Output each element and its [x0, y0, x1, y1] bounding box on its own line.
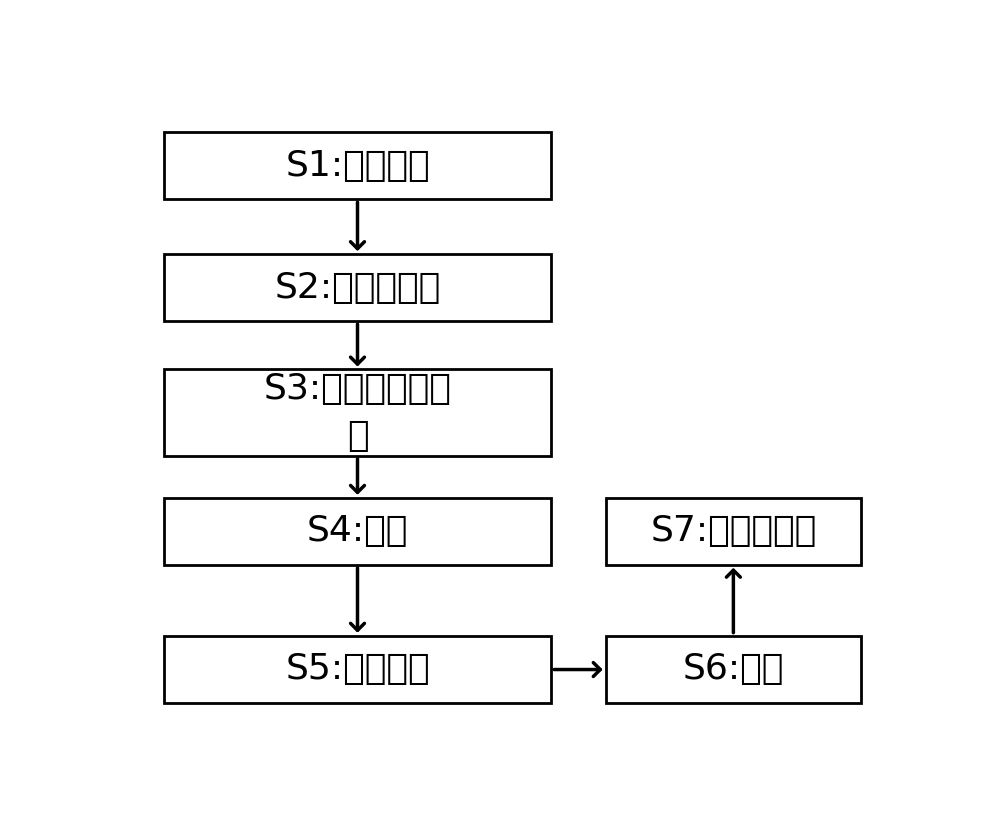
Text: S2:乳化煤焦油: S2:乳化煤焦油 — [274, 271, 441, 305]
Bar — [606, 497, 861, 565]
Bar — [164, 497, 551, 565]
Bar — [606, 636, 861, 703]
Text: S7:碳化及活化: S7:碳化及活化 — [650, 514, 816, 548]
Text: S5:挤出成型: S5:挤出成型 — [285, 652, 430, 686]
Bar — [164, 636, 551, 703]
Text: S1:煤粉配置: S1:煤粉配置 — [285, 149, 430, 182]
Text: S4:练泥: S4:练泥 — [307, 514, 408, 548]
Bar — [164, 132, 551, 199]
Bar — [164, 369, 551, 456]
Text: S6:干燥: S6:干燥 — [683, 652, 784, 686]
Bar — [164, 254, 551, 322]
Text: S3:可塑性煤泥加
工: S3:可塑性煤泥加 工 — [264, 372, 451, 453]
